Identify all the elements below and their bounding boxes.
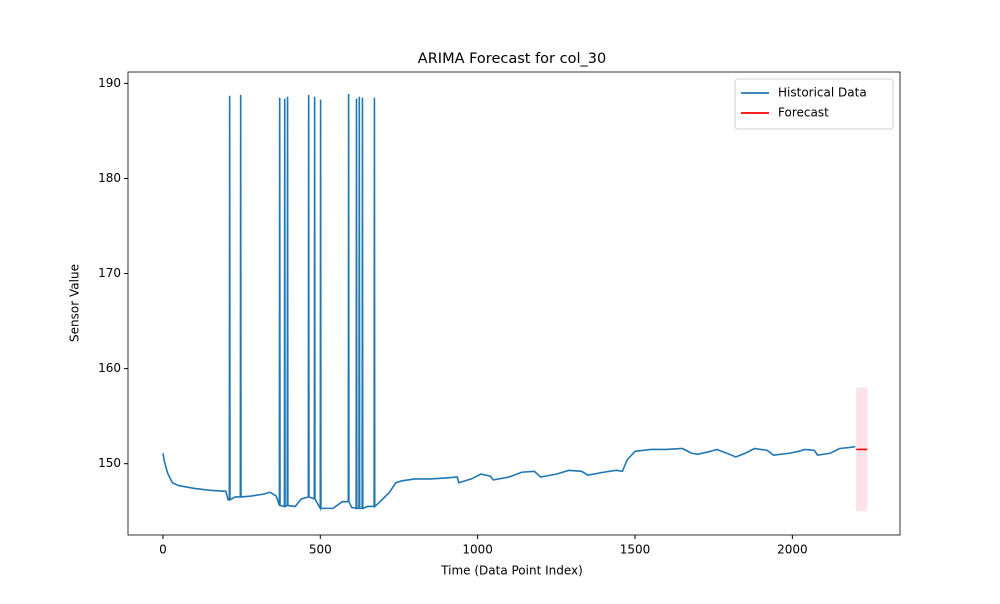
legend-label: Historical Data <box>778 86 867 100</box>
y-tick-label: 170 <box>98 266 121 280</box>
x-tick-label: 2000 <box>777 543 808 557</box>
data-line <box>162 93 856 512</box>
legend-label: Forecast <box>778 106 829 120</box>
x-tick-label: 500 <box>309 543 332 557</box>
y-axis-label: Sensor Value <box>68 264 82 342</box>
x-tick-label: 1500 <box>620 543 651 557</box>
plot-frame <box>127 71 901 536</box>
y-tick-label: 180 <box>98 171 121 185</box>
y-tick-label: 160 <box>98 361 121 375</box>
legend-box <box>734 78 894 130</box>
x-axis-label: Time (Data Point Index) <box>440 564 583 578</box>
y-tick-label: 150 <box>98 456 121 470</box>
x-tick-label: 1000 <box>462 543 493 557</box>
x-tick-label: 0 <box>159 543 167 557</box>
y-tick-label: 190 <box>98 76 121 90</box>
chart-title: ARIMA Forecast for col_30 <box>418 51 606 67</box>
